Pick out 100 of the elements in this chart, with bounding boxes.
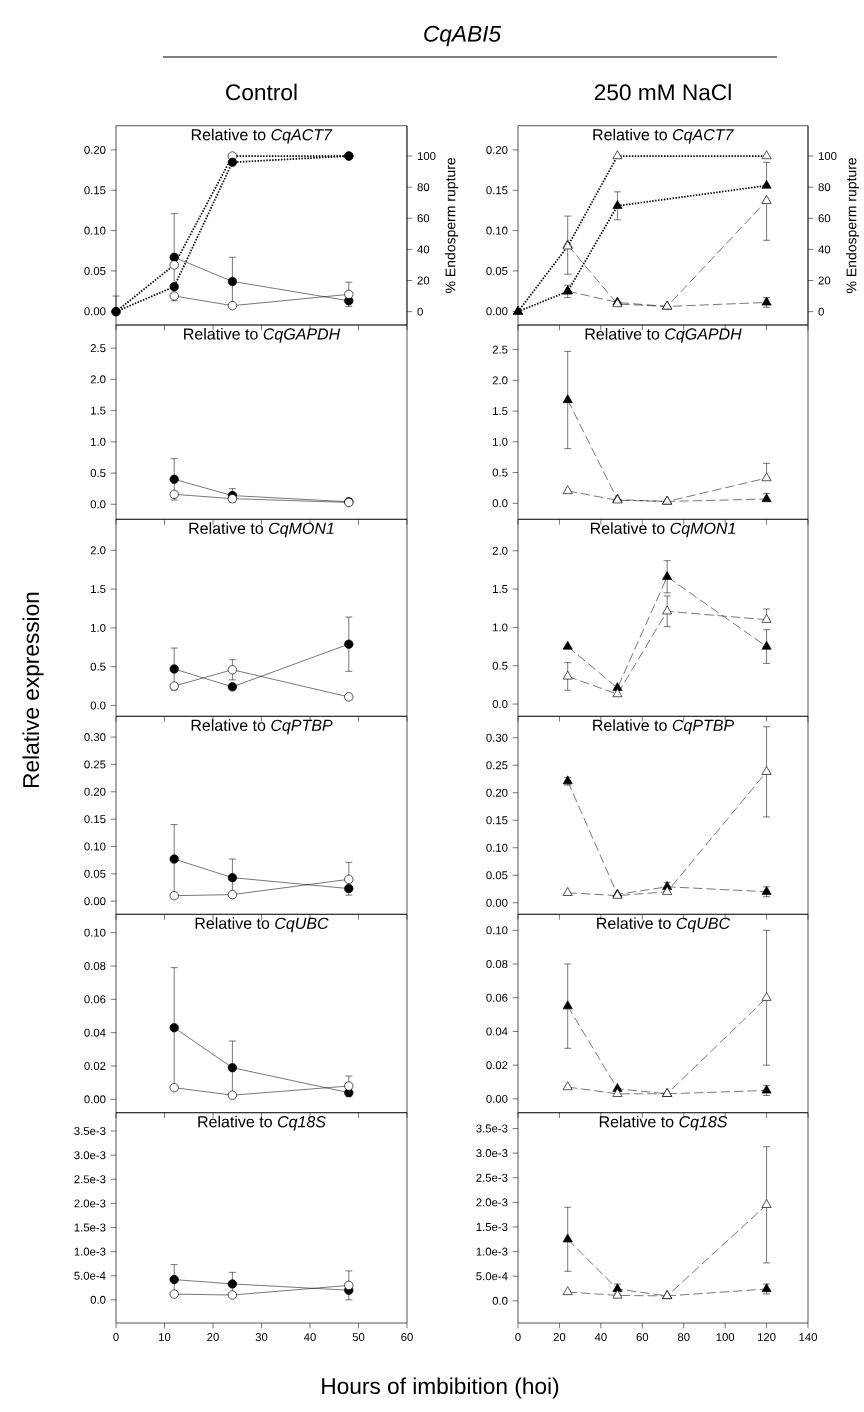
y-tick-label: 0.05 bbox=[486, 266, 508, 275]
y-tick-label: 1.5 bbox=[91, 585, 106, 594]
y-tick-label: 3.0e-3 bbox=[74, 1151, 106, 1160]
x-tick-label: 50 bbox=[352, 1333, 365, 1342]
y2-tick-label: 20 bbox=[417, 276, 430, 285]
x-tick-label: 60 bbox=[401, 1333, 414, 1342]
y-tick-label: 0.10 bbox=[486, 226, 508, 235]
y-tick-label: 3.0e-3 bbox=[476, 1149, 508, 1158]
x-tick-label: 20 bbox=[207, 1333, 220, 1342]
y-tick-label: 2.0 bbox=[492, 546, 508, 555]
y-tick-label: 1.5 bbox=[493, 585, 508, 593]
y-tick-label: 1.0e-3 bbox=[476, 1247, 508, 1256]
x-tick-label: 10 bbox=[159, 1333, 171, 1342]
y-tick-label: 0.5 bbox=[492, 468, 508, 477]
y-tick-label: 0.10 bbox=[486, 926, 508, 935]
y-tick-label: 0.30 bbox=[486, 733, 508, 742]
y-tick-label: 0.06 bbox=[486, 993, 508, 1002]
chart-title: Control bbox=[226, 83, 297, 101]
y2-tick-label: 100 bbox=[819, 152, 837, 161]
y-tick-label: 1.5e-3 bbox=[74, 1223, 106, 1232]
y-tick-label: 0.00 bbox=[84, 1095, 106, 1104]
y2-tick-label: 0 bbox=[417, 307, 424, 316]
chart-subtitle: Relative to CqMON1 bbox=[189, 522, 334, 538]
chart-subtitle: Relative to CqUBC bbox=[597, 917, 731, 933]
y-tick-label: 0.0 bbox=[492, 1296, 508, 1305]
x-tick-label: 40 bbox=[595, 1333, 607, 1342]
y-tick-label: 1.5e-3 bbox=[476, 1222, 508, 1231]
y-axis-title: Relative expression bbox=[22, 592, 44, 788]
y-tick-label: 0.25 bbox=[486, 761, 508, 770]
y-tick-label: 0.10 bbox=[84, 226, 106, 235]
y-tick-label: 0.10 bbox=[486, 843, 508, 852]
y-tick-label: 0.20 bbox=[84, 145, 106, 154]
y-tick-label: 0.5 bbox=[90, 469, 106, 478]
chart-subtitle: Relative to CqPTBP bbox=[593, 719, 735, 735]
y-tick-label: 2.5 bbox=[90, 344, 106, 353]
chart-subtitle: Relative to CqPTBP bbox=[191, 719, 333, 735]
x-tick-label: 0 bbox=[113, 1333, 119, 1342]
text: CqABI5 bbox=[424, 25, 502, 47]
y-tick-label: 0.05 bbox=[84, 869, 106, 878]
y2-tick-label: 40 bbox=[417, 245, 430, 254]
y-tick-label: 0.04 bbox=[486, 1027, 508, 1036]
y-tick-label: 0.15 bbox=[486, 186, 508, 195]
y2-tick-label: 80 bbox=[417, 183, 430, 192]
y-tick-label: 0.30 bbox=[84, 733, 106, 742]
y-tick-label: 0.20 bbox=[486, 788, 508, 797]
y-tick-label: 0.05 bbox=[486, 871, 508, 880]
x-tick-label: 40 bbox=[304, 1333, 317, 1342]
y-tick-label: 1.0 bbox=[493, 437, 508, 446]
x-tick-label: 120 bbox=[758, 1333, 776, 1342]
x-tick-label: 0 bbox=[515, 1333, 521, 1342]
y-tick-label: 0.02 bbox=[84, 1062, 106, 1071]
y-tick-label: 0.0 bbox=[492, 499, 508, 508]
y-tick-label: 0.08 bbox=[486, 960, 508, 969]
chart-title: 250 mM NaCl bbox=[595, 83, 731, 101]
y-tick-label: 0.00 bbox=[84, 307, 106, 316]
y-tick-label: 0.20 bbox=[84, 787, 106, 796]
y-tick-label: 0.15 bbox=[486, 816, 508, 825]
chart-subtitle: Relative to CqGAPDH bbox=[585, 327, 742, 343]
y-tick-label: 0.15 bbox=[84, 815, 106, 824]
y-tick-label: 2.0 bbox=[492, 376, 508, 385]
y-tick-label: 0.5 bbox=[90, 662, 106, 671]
y-tick-label: 2.0e-3 bbox=[476, 1198, 508, 1207]
x-tick-label: 60 bbox=[636, 1333, 649, 1342]
y2-tick-label: 100 bbox=[418, 152, 436, 161]
y-tick-label: 0.0 bbox=[90, 500, 106, 509]
y-tick-label: 2.5 bbox=[492, 345, 508, 354]
y-tick-label: 2.0 bbox=[90, 546, 106, 555]
y-tick-label: 2.5e-3 bbox=[74, 1175, 106, 1184]
y-tick-label: 2.5e-3 bbox=[476, 1173, 508, 1182]
y-tick-label: 5.0e-4 bbox=[74, 1271, 106, 1280]
y-tick-label: 0.20 bbox=[486, 145, 508, 154]
x-tick-label: 100 bbox=[716, 1333, 735, 1342]
y2-tick-label: 60 bbox=[417, 214, 430, 223]
y2-tick-label: 20 bbox=[818, 276, 831, 285]
y2-axis-title: % Endosperm rupture bbox=[445, 157, 459, 293]
y-tick-label: 3.5e-3 bbox=[74, 1127, 106, 1136]
y-tick-label: 2.0e-3 bbox=[74, 1199, 106, 1208]
y-tick-label: 5.0e-4 bbox=[476, 1272, 508, 1281]
y-tick-label: 0.06 bbox=[84, 995, 106, 1004]
x-tick-label: 30 bbox=[255, 1333, 268, 1342]
y-tick-label: 0.04 bbox=[84, 1028, 106, 1037]
y2-tick-label: 0 bbox=[818, 307, 825, 316]
y-tick-label: 0.10 bbox=[84, 928, 106, 937]
x-axis-title: Hours of imbibition (hoi) bbox=[322, 1377, 559, 1399]
x-tick-label: 80 bbox=[678, 1333, 690, 1342]
y-tick-label: 0.10 bbox=[84, 842, 106, 851]
y-tick-label: 2.0 bbox=[90, 375, 106, 384]
y2-tick-label: 60 bbox=[818, 214, 831, 223]
y-tick-label: 0.05 bbox=[84, 266, 106, 275]
y2-axis-title: % Endosperm rupture bbox=[846, 157, 860, 293]
y-tick-label: 3.5e-3 bbox=[476, 1124, 508, 1133]
chart-subtitle: Relative to CqGAPDH bbox=[184, 327, 341, 343]
y-tick-label: 1.5 bbox=[91, 406, 106, 415]
y-tick-label: 0.00 bbox=[84, 897, 106, 906]
y-tick-label: 0.00 bbox=[486, 1094, 508, 1103]
chart-subtitle: Relative to Cq18S bbox=[198, 1115, 326, 1131]
x-tick-label: 140 bbox=[799, 1333, 818, 1342]
y-tick-label: 1.0 bbox=[493, 623, 508, 632]
y-tick-label: 0.0 bbox=[492, 700, 508, 709]
x-tick-label: 20 bbox=[553, 1333, 566, 1342]
